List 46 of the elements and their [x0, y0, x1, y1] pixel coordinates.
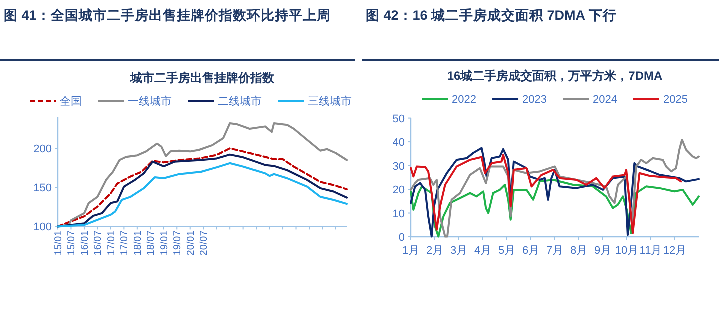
- x-tick-label: 8月: [570, 245, 588, 257]
- y-tick-label: 150: [34, 182, 52, 195]
- x-tick-label: 20/01: [186, 230, 197, 256]
- x-tick-label: 16/07: [93, 230, 104, 256]
- x-tick-label: 10月: [615, 245, 639, 257]
- x-tick-label: 11月: [640, 245, 662, 257]
- x-tick-label: 1月: [402, 245, 420, 257]
- legend-label: 2025: [663, 94, 688, 106]
- chart-title: 图 41：全国城市二手房出售挂牌价指数环比持平上周: [4, 7, 332, 25]
- x-tick-label: 15/07: [66, 230, 78, 256]
- x-tick-label: 5月: [498, 245, 516, 257]
- y-tick-label: 200: [34, 144, 52, 156]
- y-tick-label: 30: [392, 160, 405, 173]
- x-tick-label: 17/01: [106, 230, 118, 256]
- x-tick-label: 19/07: [172, 230, 184, 256]
- chart-subtitle: 16城二手房成交面积，万平方米，7DMA: [447, 69, 664, 83]
- legend-label: 全国: [60, 96, 82, 108]
- legend-label: 一线城市: [128, 95, 172, 108]
- x-tick-label: 18/01: [132, 230, 144, 256]
- legend-label: 2022: [452, 94, 477, 106]
- x-tick-label: 15/01: [54, 230, 64, 256]
- x-tick-label: 17/07: [120, 230, 131, 256]
- x-tick-label: 18/07: [146, 230, 158, 256]
- x-tick-label: 7月: [546, 245, 564, 257]
- x-tick-label: 3月: [450, 245, 468, 257]
- chart-title: 图 42：16 城二手房成交面积 7DMA 下行: [366, 7, 618, 25]
- y-tick-label: 50: [392, 113, 405, 126]
- y-tick-label: 40: [392, 137, 405, 150]
- legend-label: 2023: [522, 94, 547, 106]
- x-tick-label: 19/01: [159, 230, 170, 256]
- x-tick-label: 12月: [663, 245, 687, 257]
- y-tick-label: 10: [392, 208, 405, 220]
- x-tick-label: 2月: [426, 245, 444, 257]
- y-tick-label: 0: [398, 232, 405, 244]
- line-series: [410, 154, 682, 234]
- legend-label: 2024: [593, 94, 618, 106]
- x-tick-label: 16/01: [80, 230, 91, 256]
- x-tick-label: 6月: [522, 245, 540, 257]
- legend-label: 二线城市: [218, 95, 262, 108]
- chart-subtitle: 城市二手房出售挂牌价指数: [130, 71, 276, 85]
- y-tick-label: 20: [392, 184, 405, 197]
- x-tick-label: 20/07: [199, 230, 210, 256]
- x-tick-label: 9月: [594, 245, 612, 257]
- legend-label: 三线城市: [308, 95, 352, 108]
- y-tick-label: 100: [34, 222, 52, 234]
- x-tick-label: 4月: [474, 245, 492, 257]
